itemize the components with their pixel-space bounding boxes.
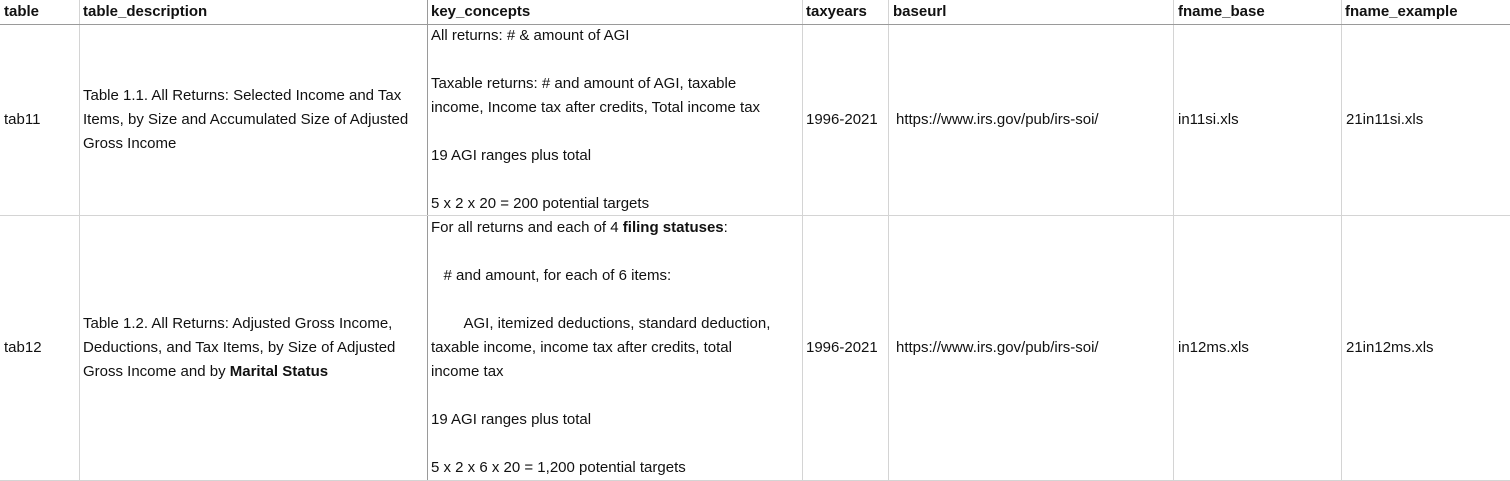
cell-key-concepts[interactable]: For all returns and each of 4 filing sta…: [431, 216, 770, 480]
text-line: 19 AGI ranges plus total: [431, 411, 592, 428]
column-divider: [802, 0, 803, 481]
text-line: Table 1.1. All Returns: Selected Income …: [83, 87, 402, 104]
blank-line: [431, 168, 760, 192]
header-baseurl[interactable]: baseurl: [893, 3, 947, 20]
cell-fname-example[interactable]: 21in12ms.xls: [1346, 339, 1434, 356]
text-line: All returns: # & amount of AGI: [431, 27, 630, 44]
column-divider: [1341, 0, 1342, 481]
column-divider: [888, 0, 889, 481]
column-divider: [79, 0, 80, 481]
column-divider: [1173, 0, 1174, 481]
text-line: Items, by Size and Accumulated Size of A…: [83, 111, 409, 128]
text-fragment: :: [723, 219, 728, 236]
text-line: income, Income tax after credits, Total …: [431, 99, 761, 116]
bold-text: Marital Status: [229, 363, 329, 380]
text-line: Deductions, and Tax Items, by Size of Ad…: [83, 339, 396, 356]
text-line: Gross Income: [83, 135, 177, 152]
header-table-description[interactable]: table_description: [83, 3, 208, 20]
text-line: # and amount, for each of 6 items:: [431, 267, 672, 284]
header-key-concepts[interactable]: key_concepts: [431, 3, 531, 20]
text-line: Table 1.2. All Returns: Adjusted Gross I…: [83, 315, 393, 332]
cell-table-description[interactable]: Table 1.1. All Returns: Selected Income …: [83, 84, 408, 156]
header-taxyears[interactable]: taxyears: [806, 3, 867, 20]
text-line: income tax: [431, 363, 504, 380]
row-divider: [0, 215, 1510, 216]
text-line: 19 AGI ranges plus total: [431, 147, 592, 164]
cell-fname-example[interactable]: 21in11si.xls: [1346, 111, 1424, 128]
text-line: 5 x 2 x 6 x 20 = 1,200 potential targets: [431, 459, 686, 476]
header-fname-example[interactable]: fname_example: [1345, 3, 1458, 20]
cell-fname-base[interactable]: in12ms.xls: [1178, 339, 1249, 356]
text-line: Gross Income and by Marital Status: [83, 360, 395, 384]
cell-table[interactable]: tab11: [4, 111, 41, 128]
cell-taxyears[interactable]: 1996-2021: [806, 111, 878, 128]
bold-text: filing statuses: [622, 219, 724, 236]
cell-table[interactable]: tab12: [4, 339, 42, 356]
text-fragment: Gross Income and by: [83, 363, 230, 380]
blank-line: [431, 288, 770, 312]
text-line: Taxable returns: # and amount of AGI, ta…: [431, 75, 737, 92]
text-line: 5 x 2 x 20 = 200 potential targets: [431, 195, 650, 212]
text-line: For all returns and each of 4 filing sta…: [431, 216, 770, 240]
cell-table-description[interactable]: Table 1.2. All Returns: Adjusted Gross I…: [83, 312, 395, 384]
text-fragment: For all returns and each of 4: [431, 219, 623, 236]
blank-line: [431, 48, 760, 72]
header-table[interactable]: table: [4, 3, 40, 20]
blank-line: [431, 120, 760, 144]
blank-line: [431, 432, 770, 456]
cell-baseurl[interactable]: https://www.irs.gov/pub/irs-soi/: [896, 339, 1099, 356]
text-line: taxable income, income tax after credits…: [431, 339, 732, 356]
cell-key-concepts[interactable]: All returns: # & amount of AGI Taxable r…: [431, 24, 760, 216]
header-fname-base[interactable]: fname_base: [1178, 3, 1265, 20]
header-divider: [0, 24, 1510, 25]
blank-line: [431, 240, 770, 264]
text-line: AGI, itemized deductions, standard deduc…: [431, 315, 771, 332]
blank-line: [431, 384, 770, 408]
cell-fname-base[interactable]: in11si.xls: [1178, 111, 1239, 128]
cell-taxyears[interactable]: 1996-2021: [806, 339, 878, 356]
column-divider: [427, 0, 428, 481]
cell-baseurl[interactable]: https://www.irs.gov/pub/irs-soi/: [896, 111, 1099, 128]
